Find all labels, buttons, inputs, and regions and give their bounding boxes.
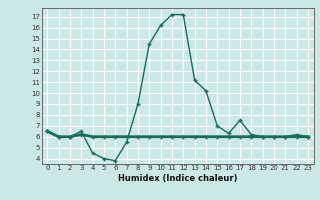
X-axis label: Humidex (Indice chaleur): Humidex (Indice chaleur)	[118, 174, 237, 183]
